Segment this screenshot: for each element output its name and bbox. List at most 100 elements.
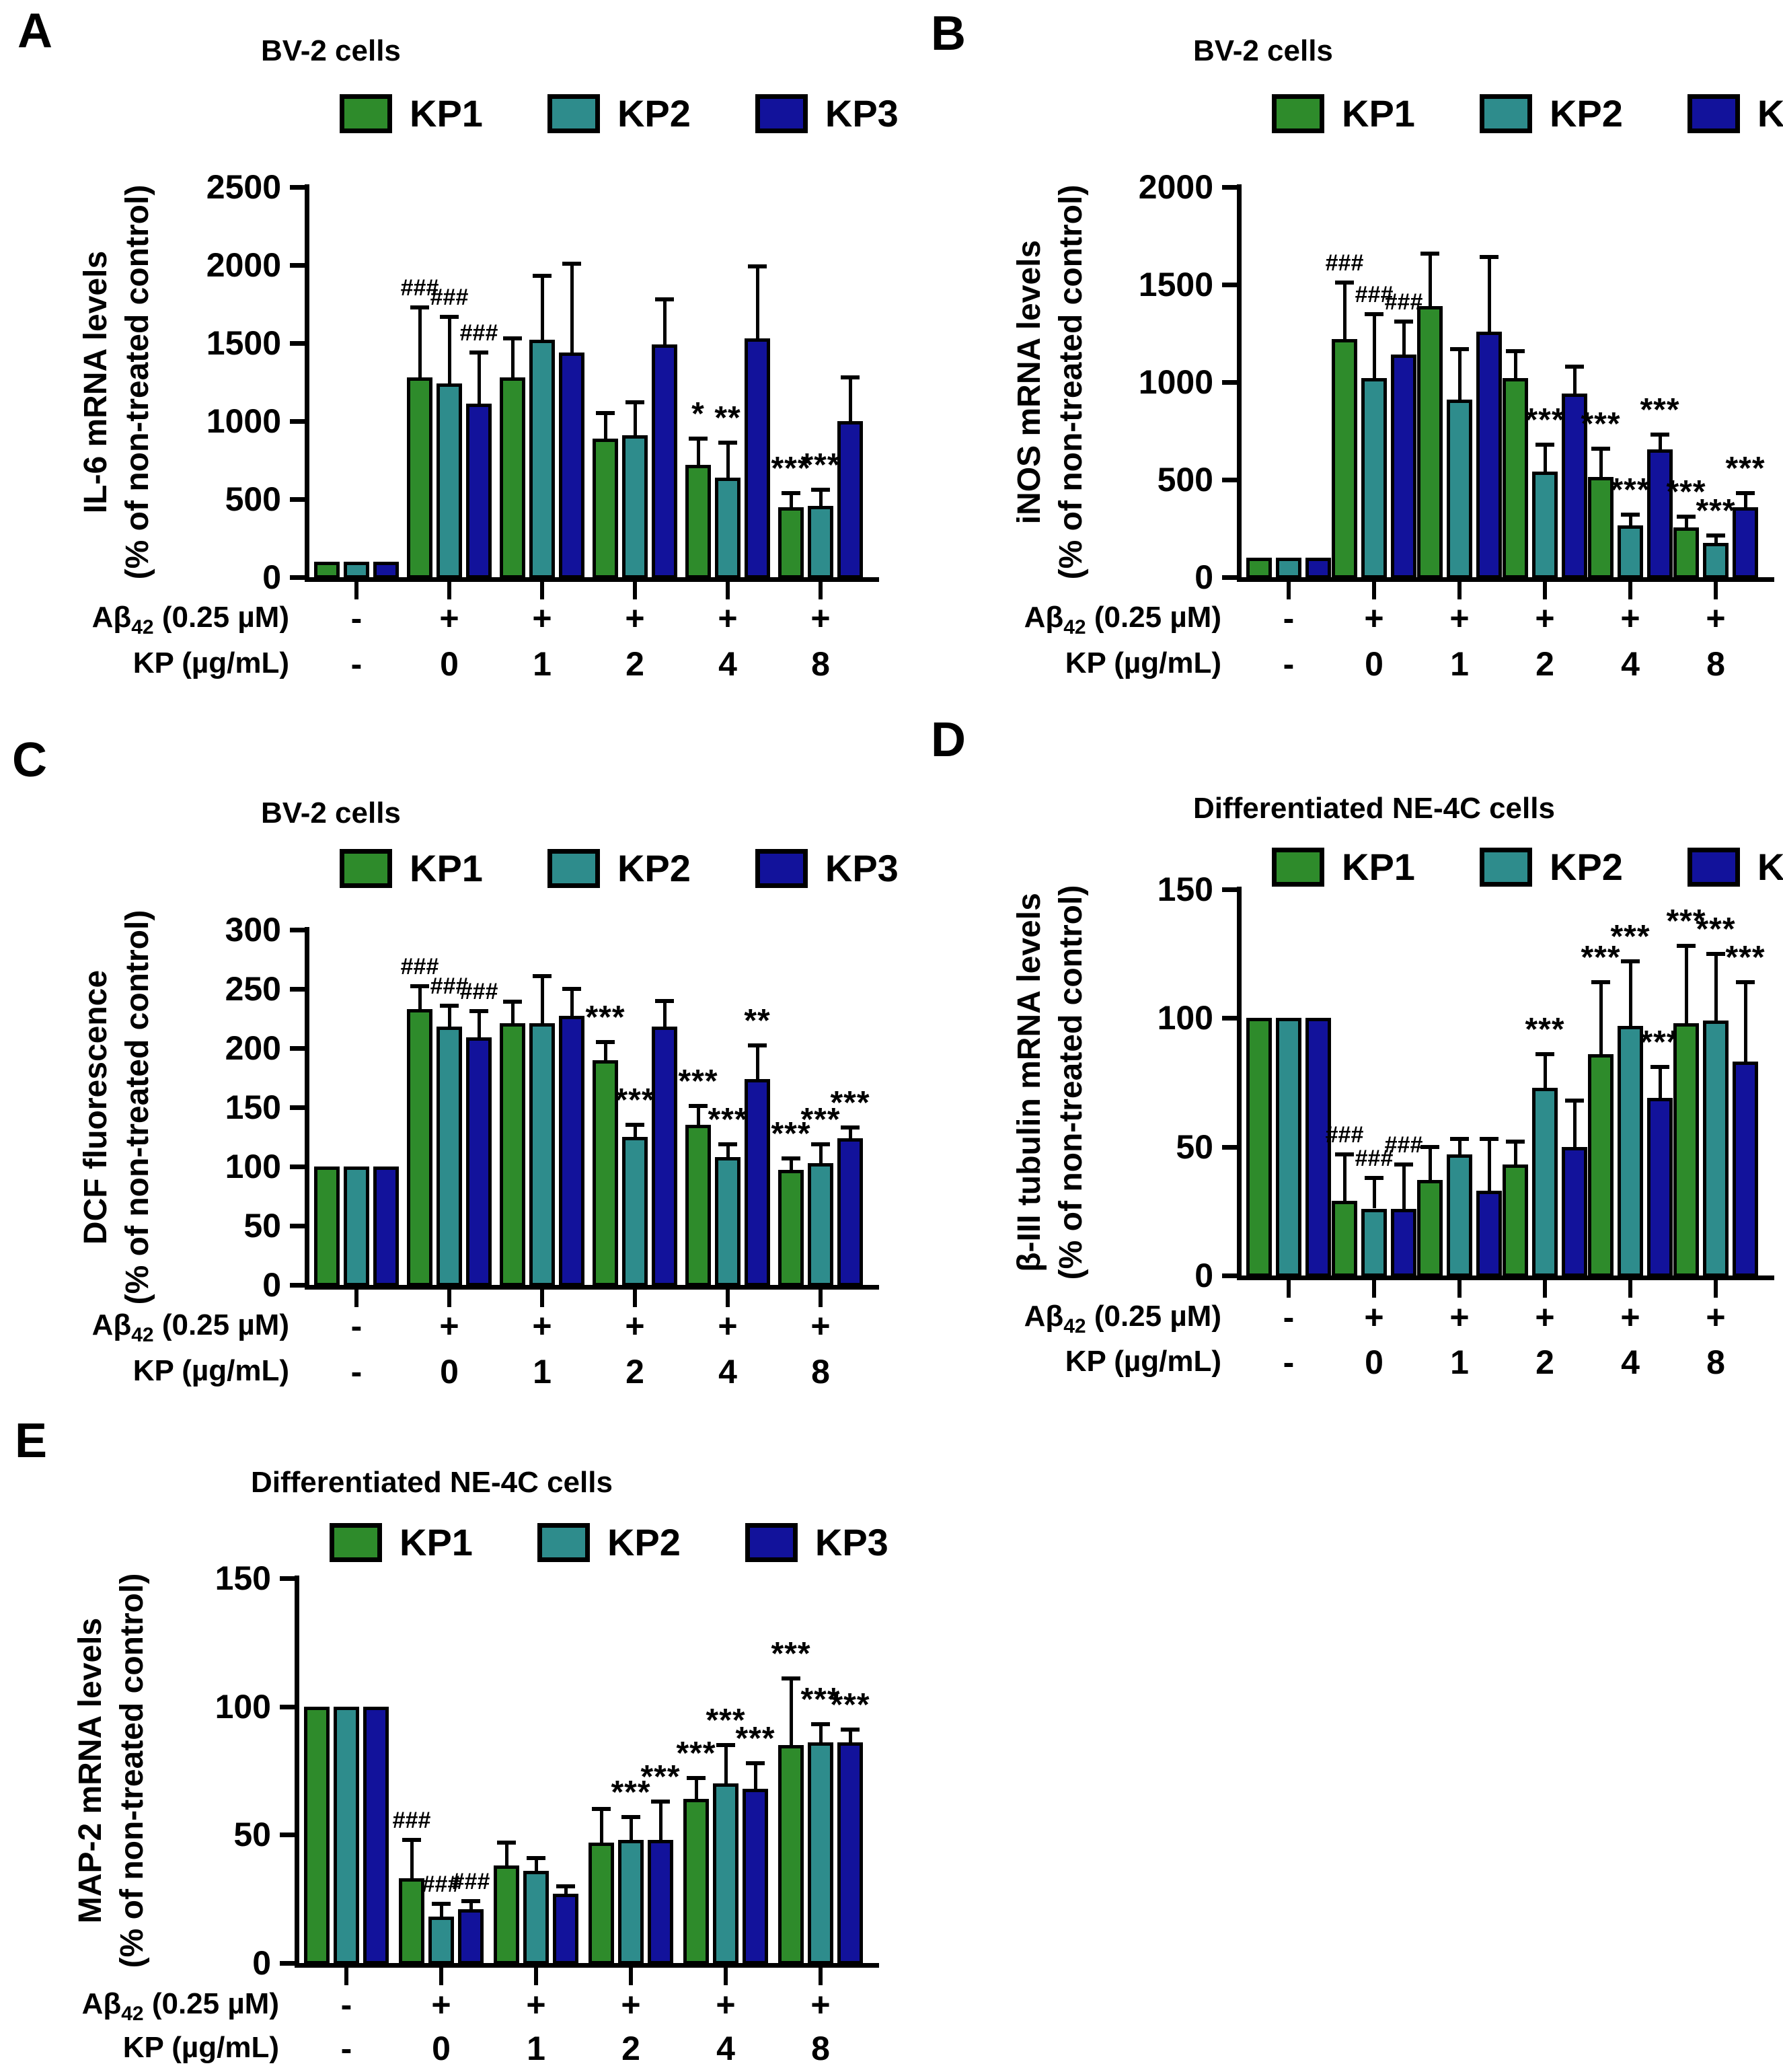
bar-kp1-group-2 — [494, 1865, 519, 1964]
significance-label: *** — [1640, 392, 1680, 429]
ab42-value: + — [1449, 1298, 1470, 1336]
ab42-value: + — [810, 1307, 831, 1345]
legend-label-kp1: KP1 — [1342, 846, 1415, 888]
bar-kp2-group-3 — [1532, 1087, 1558, 1277]
error-bar-cap — [410, 305, 429, 309]
error-bar-cap — [651, 1799, 670, 1804]
error-bar-cap — [556, 1884, 575, 1888]
error-bar-cap — [432, 1902, 451, 1907]
significance-label: *** — [1581, 406, 1621, 442]
y-tick-label: 500 — [1157, 461, 1213, 498]
kp-value: 0 — [440, 1353, 459, 1391]
legend: KP1 KP2 KP3 — [340, 91, 963, 135]
error-bar-cap — [782, 1676, 800, 1680]
x-tick-mark — [354, 582, 358, 599]
bar-kp3-group-2 — [553, 1894, 578, 1964]
bar-kp2-group-2 — [1447, 400, 1472, 579]
ab42-value: + — [532, 1307, 552, 1345]
error-bar-cap — [402, 1837, 421, 1842]
significance-label: *** — [640, 1759, 681, 1795]
legend-swatch-kp2-icon — [1479, 94, 1532, 133]
bar-kp2-group-1 — [1361, 1208, 1387, 1277]
error-bar-line — [603, 413, 607, 439]
bar-kp1-group-5 — [778, 1170, 804, 1286]
error-bar-line — [662, 299, 667, 345]
legend-swatch-kp1-icon — [340, 848, 392, 888]
error-bar-cap — [1394, 1162, 1413, 1167]
bar-kp2-group-3 — [1532, 472, 1558, 579]
bar-kp3-group-0 — [1305, 558, 1331, 579]
y-tick-mark — [1222, 1144, 1237, 1150]
ab42-prefix: Aβ — [91, 1308, 132, 1341]
bar-kp1-group-4 — [683, 1798, 709, 1964]
bar-kp3-group-3 — [648, 1839, 673, 1964]
ab42-row-label: Aβ42 (0.25 µM) — [892, 1299, 1221, 1337]
error-bar-cap — [1480, 255, 1499, 260]
significance-label: * — [691, 396, 705, 432]
legend-item-kp3: KP3 — [1687, 91, 1783, 135]
error-bar-line — [1487, 257, 1491, 332]
error-bar-cap — [461, 1899, 480, 1904]
legend-swatch-kp3-icon — [1687, 847, 1740, 887]
y-axis-line — [295, 1576, 299, 1968]
ab42-value: - — [1283, 1298, 1295, 1336]
y-axis-label-line2: (% of non-treated control) — [120, 910, 155, 1305]
error-bar-line — [447, 1005, 451, 1027]
bar-kp3-group-5 — [837, 1138, 863, 1286]
y-tick-mark — [280, 1961, 295, 1966]
bar-kp3-group-5 — [837, 1742, 863, 1964]
error-bar-line — [819, 1144, 823, 1163]
bar-kp2-group-0 — [334, 1706, 359, 1964]
significance-label: ### — [392, 1807, 431, 1833]
legend-label-kp3: KP3 — [1757, 846, 1783, 888]
significance-label: *** — [585, 1000, 625, 1036]
error-bar-line — [1628, 961, 1632, 1026]
legend-label-kp3: KP3 — [825, 92, 899, 135]
error-bar-cap — [562, 261, 581, 266]
ab42-prefix: Aβ — [1024, 601, 1064, 634]
bar-kp2-group-3 — [618, 1839, 644, 1964]
x-tick-mark — [1287, 582, 1291, 599]
error-bar-cap — [1335, 1152, 1354, 1157]
significance-label: ### — [400, 274, 439, 301]
significance-label: ### — [400, 954, 439, 980]
x-tick-mark — [1372, 582, 1376, 599]
x-axis-line — [295, 1963, 879, 1968]
kp-value: 2 — [621, 2030, 640, 2067]
error-bar-line — [1714, 953, 1718, 1021]
error-bar-cap — [748, 264, 767, 269]
legend-swatch-kp3-icon — [1687, 94, 1740, 133]
error-bar-line — [1428, 1146, 1432, 1181]
significance-label: ** — [714, 400, 741, 437]
bar-kp3-group-2 — [559, 352, 584, 579]
y-tick-label: 100 — [225, 1148, 281, 1185]
kp-value: 8 — [1706, 645, 1725, 683]
x-tick-mark — [439, 1968, 443, 1985]
error-bar-line — [696, 438, 700, 465]
significance-label: *** — [830, 1084, 870, 1121]
bar-kp3-group-0 — [1305, 1018, 1331, 1277]
kp-value: - — [350, 645, 363, 683]
error-bar-line — [570, 263, 574, 353]
ab42-value: + — [625, 599, 645, 637]
error-bar-cap — [533, 274, 552, 279]
error-bar-cap — [1651, 433, 1669, 437]
ab42-value: + — [718, 1307, 738, 1345]
ab42-subscript: 42 — [1063, 616, 1086, 638]
y-tick-label: 100 — [1157, 999, 1213, 1037]
significance-label: *** — [611, 1774, 651, 1810]
error-bar-line — [439, 1904, 443, 1917]
x-tick-mark — [344, 1968, 348, 1985]
kp-value: 0 — [1365, 1343, 1383, 1381]
ab42-value: - — [1283, 599, 1295, 637]
legend-swatch-kp2-icon — [547, 94, 600, 133]
error-bar-cap — [410, 984, 429, 989]
bar-kp1-group-3 — [1503, 1164, 1528, 1277]
error-bar-line — [694, 1778, 698, 1799]
error-bar-cap — [1677, 515, 1696, 519]
y-tick-mark — [290, 1224, 305, 1228]
error-bar-line — [819, 1724, 823, 1743]
panel-C: C BV-2 cells KP1 KP2 KP3 DCF fluorescence (% o… — [0, 693, 899, 1391]
bar-kp3-group-0 — [373, 1167, 399, 1286]
kp-value: 0 — [440, 645, 459, 683]
